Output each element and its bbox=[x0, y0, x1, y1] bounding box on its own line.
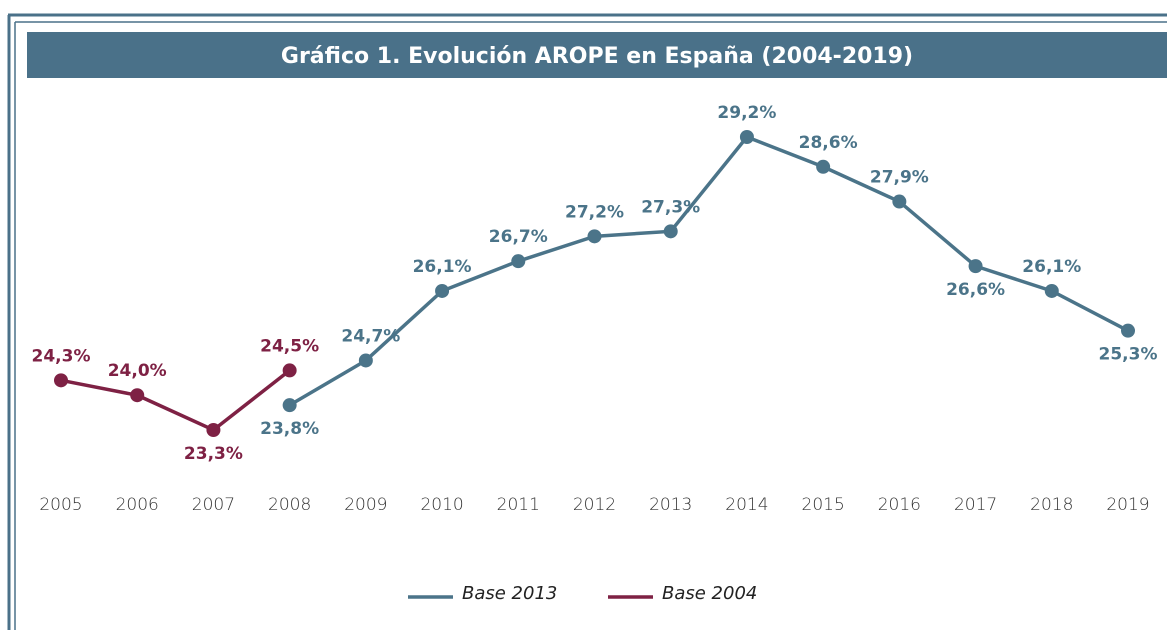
point bbox=[587, 229, 602, 244]
x-tick-label: 2012 bbox=[573, 495, 616, 515]
point bbox=[511, 254, 526, 269]
legend-label: Base 2013 bbox=[462, 583, 557, 604]
x-tick-label: 2009 bbox=[344, 495, 387, 515]
point bbox=[282, 363, 297, 378]
data-label: 25,3% bbox=[1099, 345, 1158, 365]
legend-label: Base 2004 bbox=[662, 583, 757, 604]
point bbox=[130, 388, 145, 403]
point bbox=[892, 194, 907, 209]
data-label: 26,1% bbox=[413, 257, 472, 277]
data-label: 27,9% bbox=[870, 168, 929, 188]
data-label: 24,7% bbox=[341, 326, 400, 346]
series-line bbox=[60, 369, 291, 433]
point bbox=[435, 283, 450, 298]
x-tick-label: 2006 bbox=[116, 495, 159, 515]
data-label: 28,6% bbox=[799, 133, 858, 153]
x-tick-label: 2008 bbox=[268, 495, 311, 515]
data-label: 24,5% bbox=[260, 336, 319, 356]
x-tick-label: 2005 bbox=[39, 495, 82, 515]
point bbox=[358, 353, 373, 368]
point bbox=[1044, 283, 1059, 298]
point bbox=[663, 224, 678, 239]
data-label: 26,6% bbox=[946, 280, 1005, 300]
data-label: 27,2% bbox=[565, 202, 624, 222]
x-tick-label: 2007 bbox=[192, 495, 235, 515]
x-tick-label: 2010 bbox=[420, 495, 463, 515]
point bbox=[54, 373, 68, 388]
series-line bbox=[288, 134, 1129, 407]
data-label: 27,3% bbox=[641, 197, 700, 217]
data-label: 26,7% bbox=[489, 227, 548, 247]
x-tick-label: 2016 bbox=[878, 495, 921, 515]
title-bar bbox=[27, 32, 1167, 78]
x-tick-label: 2015 bbox=[802, 495, 845, 515]
point bbox=[1121, 323, 1135, 338]
point bbox=[816, 159, 831, 174]
data-label: 23,8% bbox=[260, 419, 319, 439]
point bbox=[968, 259, 983, 274]
x-tick-label: 2011 bbox=[497, 495, 540, 515]
point bbox=[206, 423, 221, 437]
data-label: 24,0% bbox=[108, 361, 167, 381]
x-tick-label: 2014 bbox=[725, 495, 768, 515]
point bbox=[739, 130, 754, 144]
point bbox=[282, 398, 297, 413]
chart-title: Gráfico 1. Evolución AROPE en España (20… bbox=[281, 44, 913, 69]
x-tick-label: 2018 bbox=[1030, 495, 1073, 515]
data-label: 24,3% bbox=[32, 346, 91, 366]
x-tick-label: 2013 bbox=[649, 495, 692, 515]
x-tick-label: 2019 bbox=[1106, 495, 1149, 515]
x-tick-label: 2017 bbox=[954, 495, 997, 515]
data-label: 26,1% bbox=[1022, 257, 1081, 277]
data-label: 29,2% bbox=[717, 103, 776, 123]
data-label: 23,3% bbox=[184, 444, 243, 464]
